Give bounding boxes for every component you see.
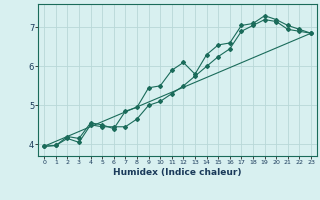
X-axis label: Humidex (Indice chaleur): Humidex (Indice chaleur)	[113, 168, 242, 177]
